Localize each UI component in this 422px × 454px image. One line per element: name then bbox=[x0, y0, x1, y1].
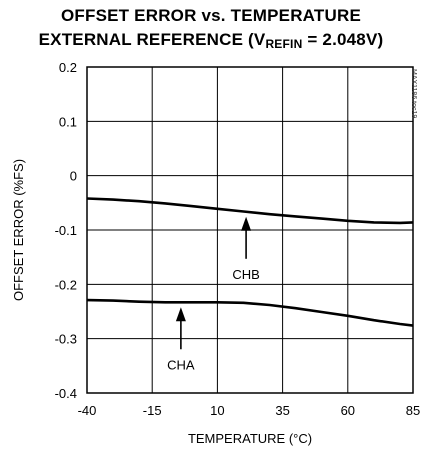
x-axis-label: TEMPERATURE (°C) bbox=[188, 431, 312, 446]
x-tick-label: 35 bbox=[275, 403, 289, 418]
x-tick-label: -40 bbox=[78, 403, 97, 418]
title-suffix: = 2.048V) bbox=[302, 30, 384, 49]
annotation-label-cha: CHA bbox=[167, 357, 195, 372]
x-tick-labels: -40 -15 10 35 60 85 bbox=[78, 403, 421, 418]
plot-frame bbox=[86, 66, 414, 394]
annotation-arrow-head bbox=[241, 216, 252, 231]
y-tick-label: 0.1 bbox=[59, 114, 77, 129]
y-tick-label: 0 bbox=[70, 169, 77, 184]
annotation-label-chb: CHB bbox=[232, 267, 259, 282]
series-line-cha bbox=[86, 298, 414, 327]
y-tick-labels: 0.2 0.1 0 -0.1 -0.2 -0.3 -0.4 bbox=[55, 60, 77, 401]
series-line-chb bbox=[86, 197, 414, 225]
chart-title-line2: EXTERNAL REFERENCE (VREFIN = 2.048V) bbox=[0, 30, 422, 51]
annotation-arrow-head bbox=[175, 307, 186, 322]
title-subscript: REFIN bbox=[265, 37, 303, 51]
x-tick-label: -15 bbox=[143, 403, 162, 418]
y-tick-label: 0.2 bbox=[59, 60, 77, 75]
part-code: MAX1186 toc19 bbox=[410, 69, 417, 118]
y-tick-label: -0.3 bbox=[55, 332, 77, 347]
chart-title-line1: OFFSET ERROR vs. TEMPERATURE bbox=[61, 6, 361, 25]
title-prefix: EXTERNAL REFERENCE (V bbox=[38, 30, 266, 49]
y-tick-label: -0.2 bbox=[55, 277, 77, 292]
y-tick-label: -0.4 bbox=[55, 386, 77, 401]
annotations: CHB CHA bbox=[167, 216, 260, 372]
x-tick-label: 10 bbox=[210, 403, 224, 418]
x-tick-label: 60 bbox=[341, 403, 355, 418]
series-layer bbox=[86, 197, 414, 327]
x-tick-label: 85 bbox=[406, 403, 420, 418]
y-tick-label: -0.1 bbox=[55, 223, 77, 238]
y-axis-label: OFFSET ERROR (%FS) bbox=[11, 159, 26, 301]
